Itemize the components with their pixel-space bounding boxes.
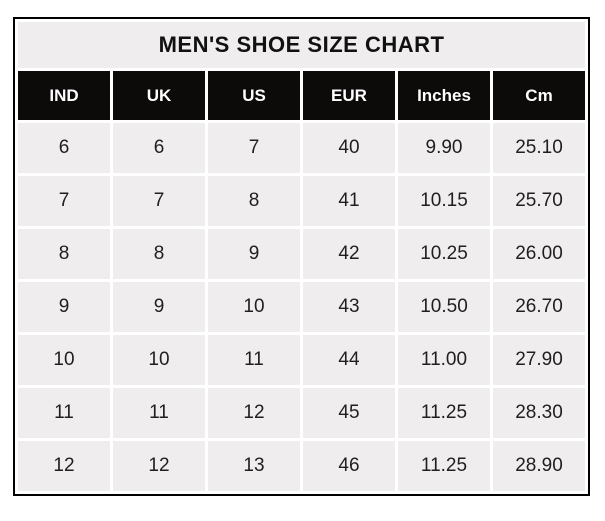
- size-cell: 27.90: [493, 335, 585, 385]
- size-cell: 10: [18, 335, 110, 385]
- size-cell: 41: [303, 176, 395, 226]
- size-cell: 6: [113, 123, 205, 173]
- size-cell: 45: [303, 388, 395, 438]
- title-row: MEN'S SHOE SIZE CHART: [18, 22, 585, 68]
- size-cell: 11: [18, 388, 110, 438]
- column-header-ind: IND: [18, 71, 110, 120]
- size-cell: 12: [208, 388, 300, 438]
- size-cell: 9.90: [398, 123, 490, 173]
- table-row: 11 11 12 45 11.25 28.30: [18, 388, 585, 438]
- size-cell: 25.10: [493, 123, 585, 173]
- size-cell: 42: [303, 229, 395, 279]
- table-row: 12 12 13 46 11.25 28.90: [18, 441, 585, 491]
- size-cell: 10.25: [398, 229, 490, 279]
- header-row: IND UK US EUR Inches Cm: [18, 71, 585, 120]
- size-cell: 9: [113, 282, 205, 332]
- size-cell: 11.00: [398, 335, 490, 385]
- column-header-eur: EUR: [303, 71, 395, 120]
- size-cell: 8: [18, 229, 110, 279]
- size-cell: 13: [208, 441, 300, 491]
- column-header-us: US: [208, 71, 300, 120]
- size-cell: 11: [113, 388, 205, 438]
- size-cell: 28.30: [493, 388, 585, 438]
- column-header-inches: Inches: [398, 71, 490, 120]
- size-cell: 10.50: [398, 282, 490, 332]
- size-chart-head: MEN'S SHOE SIZE CHART IND UK US EUR Inches Cm: [18, 22, 585, 120]
- size-cell: 10.15: [398, 176, 490, 226]
- size-cell: 11.25: [398, 441, 490, 491]
- size-cell: 8: [113, 229, 205, 279]
- size-cell: 12: [18, 441, 110, 491]
- size-cell: 25.70: [493, 176, 585, 226]
- size-cell: 40: [303, 123, 395, 173]
- size-cell: 9: [18, 282, 110, 332]
- table-row: 10 10 11 44 11.00 27.90: [18, 335, 585, 385]
- size-cell: 10: [208, 282, 300, 332]
- size-cell: 46: [303, 441, 395, 491]
- size-cell: 26.00: [493, 229, 585, 279]
- size-cell: 11.25: [398, 388, 490, 438]
- table-row: 7 7 8 41 10.15 25.70: [18, 176, 585, 226]
- table-row: 9 9 10 43 10.50 26.70: [18, 282, 585, 332]
- size-cell: 26.70: [493, 282, 585, 332]
- size-cell: 11: [208, 335, 300, 385]
- column-header-uk: UK: [113, 71, 205, 120]
- size-chart-body: 6 6 7 40 9.90 25.10 7 7 8 41 10.15 25.70 8 8 9 42 10.25 2…: [18, 123, 585, 491]
- size-cell: 43: [303, 282, 395, 332]
- size-cell: 6: [18, 123, 110, 173]
- size-cell: 9: [208, 229, 300, 279]
- size-chart-title: MEN'S SHOE SIZE CHART: [18, 22, 585, 68]
- size-cell: 44: [303, 335, 395, 385]
- size-cell: 12: [113, 441, 205, 491]
- column-header-cm: Cm: [493, 71, 585, 120]
- size-cell: 7: [113, 176, 205, 226]
- size-cell: 7: [208, 123, 300, 173]
- size-cell: 10: [113, 335, 205, 385]
- table-row: 6 6 7 40 9.90 25.10: [18, 123, 585, 173]
- table-row: 8 8 9 42 10.25 26.00: [18, 229, 585, 279]
- size-cell: 28.90: [493, 441, 585, 491]
- size-cell: 7: [18, 176, 110, 226]
- size-chart-table: MEN'S SHOE SIZE CHART IND UK US EUR Inches Cm…: [15, 19, 588, 494]
- size-chart-frame: MEN'S SHOE SIZE CHART IND UK US EUR Inches Cm…: [13, 17, 590, 496]
- size-cell: 8: [208, 176, 300, 226]
